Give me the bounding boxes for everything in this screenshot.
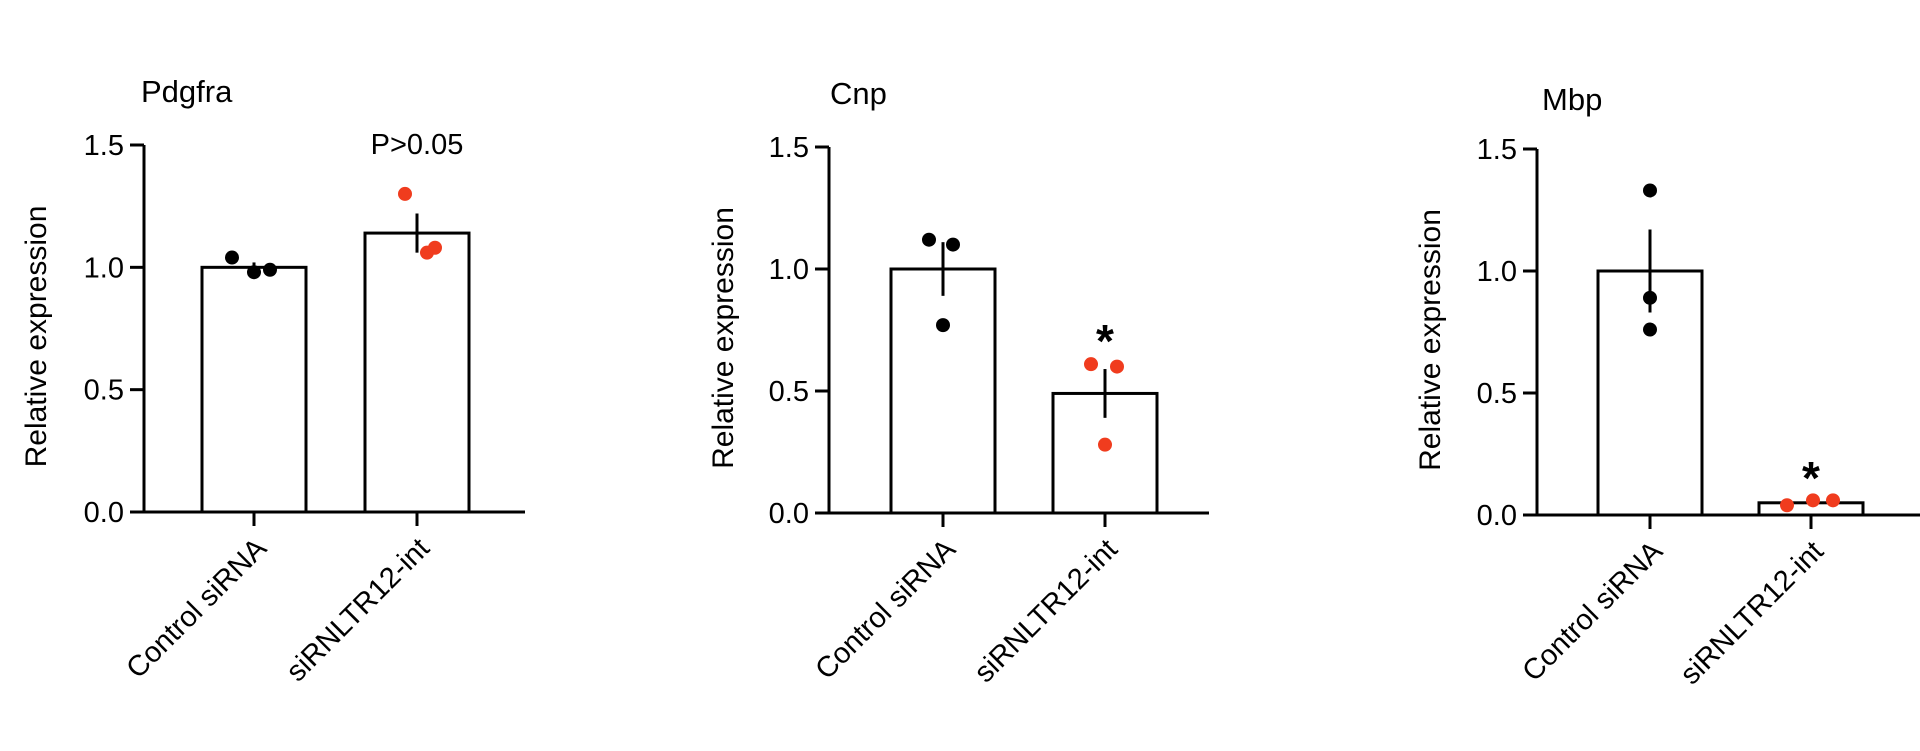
x-tick-label: Control siRNA — [120, 532, 273, 685]
data-point — [1098, 437, 1112, 452]
significance-star: * — [1802, 452, 1820, 504]
x-tick-label: Control siRNA — [809, 533, 962, 686]
data-point — [1826, 493, 1840, 508]
data-point — [936, 318, 950, 333]
y-tick-label: 1.5 — [84, 130, 124, 162]
y-tick-label: 1.0 — [1477, 256, 1517, 288]
y-tick-label: 0.0 — [1477, 500, 1517, 532]
x-tick-label: siRNLTR12-int — [1674, 535, 1830, 691]
data-point — [428, 240, 442, 255]
p-value-label: P>0.05 — [371, 129, 464, 161]
data-point — [1643, 290, 1657, 305]
y-tick-label: 0.5 — [769, 376, 809, 408]
data-point — [225, 250, 239, 265]
bar-control-sirna — [889, 267, 997, 515]
x-tick-label: siRNLTR12-int — [280, 532, 436, 688]
y-axis-title: Relative expression — [1414, 209, 1447, 471]
data-point — [946, 237, 960, 252]
y-tick-label: 1.5 — [1477, 134, 1517, 166]
y-axis-title: Relative expression — [707, 207, 740, 469]
y-tick-label: 1.0 — [84, 252, 124, 284]
chart-panel-mbp: Mbp Relative expression 0.0 0.5 1.0 1.5 Contro… — [1414, 82, 1920, 691]
y-axis-title: Relative expression — [20, 206, 53, 468]
bar-sirnltr12-int — [363, 231, 471, 514]
panel-title: Pdgfra — [141, 74, 233, 109]
chart-panel-cnp: Cnp Relative expression 0.0 0.5 1.0 1.5 Contro… — [707, 76, 1209, 689]
y-tick-label: 0.5 — [84, 375, 124, 407]
data-point — [1806, 493, 1820, 508]
data-point — [247, 265, 261, 280]
x-tick-label: siRNLTR12-int — [968, 533, 1124, 689]
significance-star: * — [1096, 315, 1114, 367]
data-point — [1643, 183, 1657, 198]
data-point — [922, 232, 936, 247]
data-point — [1084, 357, 1098, 372]
data-point — [263, 262, 277, 277]
panel-title: Cnp — [830, 76, 887, 111]
y-tick-label: 0.0 — [84, 497, 124, 529]
y-tick-label: 0.5 — [1477, 378, 1517, 410]
data-point — [1110, 359, 1124, 374]
data-point — [1780, 498, 1794, 513]
bar-control-sirna — [200, 265, 308, 514]
panel-title: Mbp — [1542, 82, 1602, 117]
y-tick-label: 0.0 — [769, 498, 809, 530]
chart-panel-pdgfra: Pdgfra Relative expression 0.0 0.5 1.0 1.5 Con… — [20, 74, 525, 688]
data-point — [1643, 322, 1657, 337]
data-point — [398, 186, 412, 201]
y-tick-label: 1.0 — [769, 254, 809, 286]
y-tick-label: 1.5 — [769, 132, 809, 164]
x-tick-label: Control siRNA — [1516, 535, 1669, 688]
